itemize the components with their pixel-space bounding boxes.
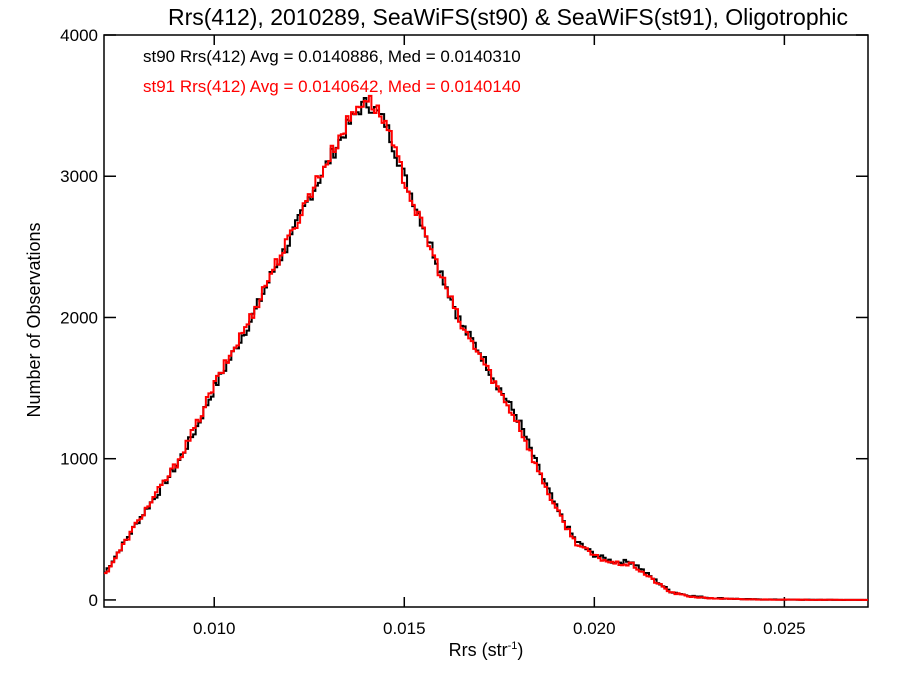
series-line-st90 [104, 96, 868, 601]
y-tick-label: 2000 [60, 308, 98, 327]
x-tick-label: 0.020 [573, 619, 616, 638]
series-group [104, 94, 868, 601]
legend-entry-st90: st90 Rrs(412) Avg = 0.0140886, Med = 0.0… [143, 47, 521, 66]
x-axis-label-close: ) [517, 640, 523, 660]
chart-title: Rrs(412), 2010289, SeaWiFS(st90) & SeaWi… [168, 4, 848, 30]
y-axis: 0 1000 2000 3000 4000 [60, 26, 868, 610]
x-axis-label-superscript: -1 [508, 640, 518, 652]
y-tick-label: 1000 [60, 450, 98, 469]
plot-border [103, 34, 869, 608]
x-tick-label: 0.025 [763, 619, 806, 638]
plot-frame [103, 34, 869, 608]
y-tick-label: 3000 [60, 167, 98, 186]
legend: st90 Rrs(412) Avg = 0.0140886, Med = 0.0… [143, 47, 521, 96]
y-axis-label: Number of Observations [24, 222, 44, 417]
x-tick-label: 0.010 [193, 619, 236, 638]
x-axis-label: Rrs (str-1) [449, 640, 524, 660]
y-tick-label: 4000 [60, 26, 98, 45]
x-tick-label: 0.015 [383, 619, 426, 638]
x-axis-label-text: Rrs (str [449, 640, 508, 660]
legend-entry-st91: st91 Rrs(412) Avg = 0.0140642, Med = 0.0… [143, 77, 521, 96]
y-tick-label: 0 [89, 591, 98, 610]
x-axis: 0.010 0.015 0.020 0.025 [193, 35, 806, 638]
series-line-st91 [104, 94, 868, 601]
